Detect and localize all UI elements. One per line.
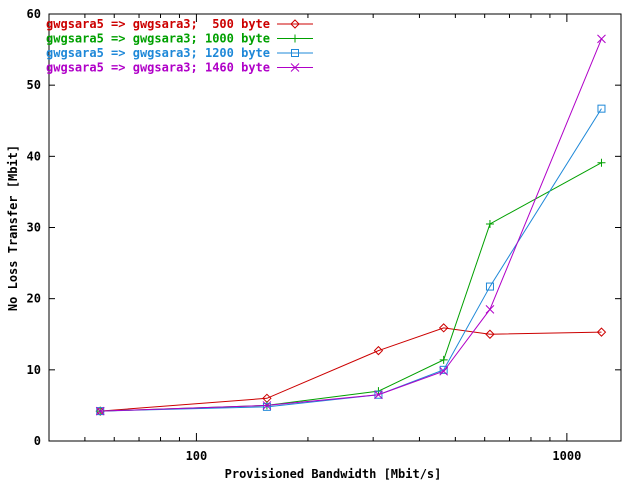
data-point — [439, 365, 448, 374]
series-4 — [95, 34, 606, 416]
series-2 — [96, 158, 606, 416]
legend-label: gwgsara5 => gwgsara3; 1000 byte — [46, 32, 270, 46]
y-tick-label: 50 — [27, 78, 41, 92]
data-point — [596, 327, 607, 337]
series-line — [100, 38, 602, 412]
data-point — [485, 282, 494, 291]
series-line — [100, 162, 602, 412]
data-point — [485, 219, 494, 228]
data-point — [438, 323, 449, 333]
legend-entry: gwgsara5 => gwgsara3; 1460 byte — [46, 61, 313, 75]
legend-label: gwgsara5 => gwgsara3; 1200 byte — [46, 46, 270, 60]
y-tick-label: 40 — [27, 149, 41, 163]
data-point — [374, 390, 383, 400]
y-axis-label: No Loss Transfer [Mbit] — [6, 145, 20, 311]
y-tick-label: 0 — [34, 434, 41, 448]
y-tick-label: 60 — [27, 7, 41, 21]
x-tick-label: 100 — [186, 449, 208, 463]
y-tick-label: 30 — [27, 221, 41, 235]
data-point — [597, 104, 606, 113]
data-point — [291, 49, 299, 57]
data-point — [373, 345, 384, 356]
series-3 — [96, 104, 606, 416]
legend-entry: gwgsara5 => gwgsara3; 1000 byte — [46, 32, 313, 46]
data-point — [262, 401, 272, 410]
x-tick-label: 1000 — [552, 449, 581, 463]
data-point — [439, 355, 448, 364]
data-point — [439, 366, 449, 376]
data-point — [290, 19, 300, 29]
series-line — [100, 108, 602, 412]
data-point — [262, 402, 271, 411]
legend-entry: gwgsara5 => gwgsara3; 1200 byte — [46, 46, 313, 60]
series-1 — [95, 323, 607, 416]
x-axis-label: Provisioned Bandwidth [Mbit/s] — [225, 467, 442, 480]
y-tick-label: 20 — [27, 292, 41, 306]
plot-area — [95, 34, 607, 416]
y-tick-label: 10 — [27, 363, 41, 377]
data-point — [291, 34, 299, 43]
data-point — [485, 329, 495, 339]
axis-ticks: 0 10 20 30 40 50 60 100 1000 — [27, 7, 621, 463]
legend-label: gwgsara5 => gwgsara3; 500 byte — [46, 17, 270, 31]
legend-entry: gwgsara5 => gwgsara3; 500 byte — [46, 17, 313, 31]
data-point — [290, 63, 300, 72]
data-point — [597, 158, 606, 167]
chart-frame — [48, 13, 622, 442]
data-point — [485, 304, 495, 314]
legend-label: gwgsara5 => gwgsara3; 1460 byte — [46, 61, 270, 75]
data-point — [597, 34, 606, 44]
data-point — [95, 406, 105, 416]
plot-border — [48, 13, 622, 442]
series-line — [100, 327, 602, 412]
